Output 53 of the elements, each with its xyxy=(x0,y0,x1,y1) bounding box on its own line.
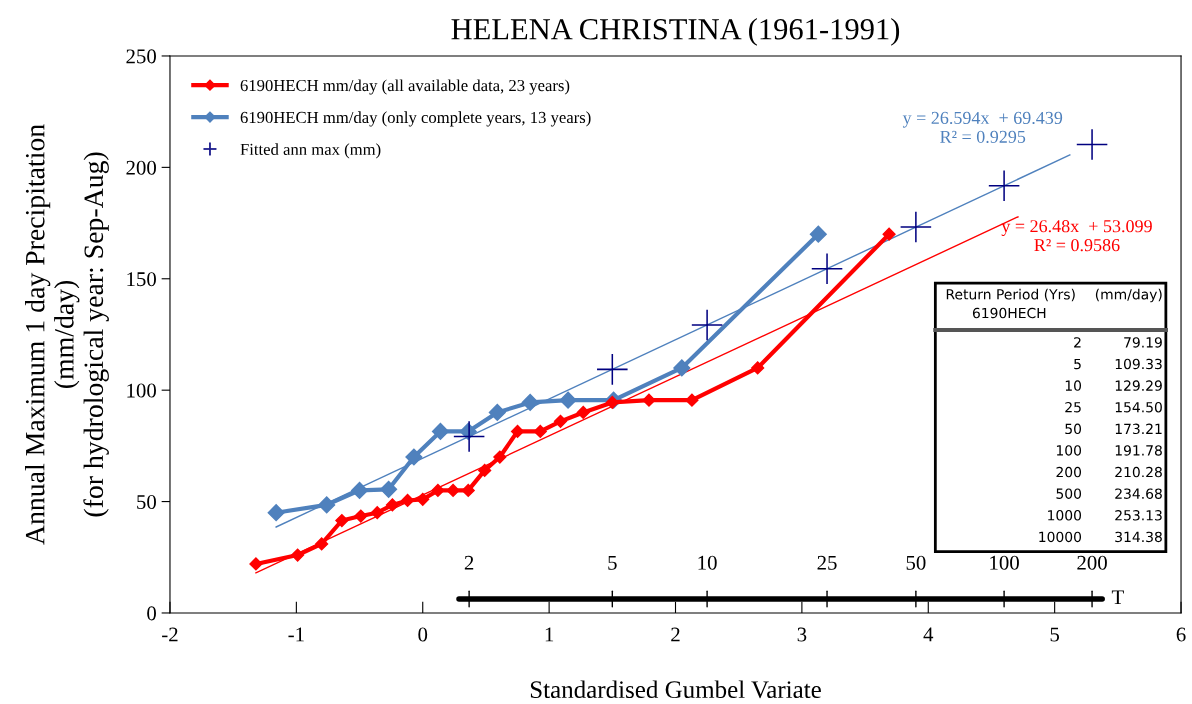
y-tick-label: 250 xyxy=(126,49,156,64)
y-tick-label: 50 xyxy=(137,494,156,510)
annotation: 200 xyxy=(1077,555,1107,570)
annotation: 253.13 xyxy=(1115,510,1162,521)
annotation: 314.38 xyxy=(1115,531,1162,543)
annotation: (mm/day) xyxy=(1095,288,1162,303)
annotation: Return Period (Yrs) 6190HECH xyxy=(946,288,1075,319)
x-tick-label: 4 xyxy=(923,627,934,642)
annotation: 5 xyxy=(608,555,617,570)
annotation: 2 xyxy=(464,555,474,570)
annotation: 50 xyxy=(906,555,926,570)
x-tick-label: 2 xyxy=(671,627,680,642)
x-tick-label: 5 xyxy=(1050,627,1060,642)
x-axis-title: Standardised Gumbel Variate xyxy=(530,680,821,699)
annotation: 154.50 xyxy=(1115,401,1162,413)
annotation: 191.78 xyxy=(1115,445,1162,456)
annotation: 10 xyxy=(698,555,717,570)
annotation: 210.28 xyxy=(1115,466,1162,478)
annotation: 25 xyxy=(817,555,837,570)
annotation: 50 xyxy=(1065,423,1082,435)
annotation: y = 26.594x + 69.439 R² = 0.9295 xyxy=(902,111,1063,143)
annotation: 10 xyxy=(1065,380,1082,391)
annotation: 109.33 xyxy=(1115,358,1162,370)
x-tick-label: 1 xyxy=(545,627,554,642)
legend-label: Fitted ann max (mm) xyxy=(240,143,381,159)
x-tick-label: 6 xyxy=(1176,627,1186,642)
x-tick-label: 0 xyxy=(418,627,428,642)
annotation: 173.21 xyxy=(1115,423,1162,435)
annotation: T xyxy=(1111,590,1124,605)
y-tick-label: 0 xyxy=(147,606,156,621)
annotation: 5 xyxy=(1074,358,1081,370)
annotation: 1000 xyxy=(1048,510,1082,521)
annotation: 25 xyxy=(1065,401,1081,413)
annotation: 100 xyxy=(1056,445,1082,456)
annotation: 234.68 xyxy=(1115,488,1162,499)
annotation: 79.19 xyxy=(1124,337,1162,348)
annotation: y = 26.48x + 53.099 R² = 0.9586 xyxy=(1001,220,1152,252)
chart-title: HELENA CHRISTINA (1961-1991) xyxy=(451,18,900,46)
y-tick-label: 200 xyxy=(126,160,156,175)
y-tick-label: 100 xyxy=(127,383,156,398)
annotation: 100 xyxy=(990,555,1019,570)
x-tick-label: -1 xyxy=(288,627,304,642)
y-axis-title: Annual Maximum 1 day Precipitation (mm/day) (for hydrological year: Sep-Aug) xyxy=(25,124,109,545)
annotation: 10000 xyxy=(1039,531,1082,543)
annotation: 500 xyxy=(1056,488,1082,499)
annotation: 129.29 xyxy=(1115,380,1162,391)
annotation: 2 xyxy=(1074,337,1081,348)
legend-label: 6190HECH mm/day (all available data, 23 years) xyxy=(240,79,570,95)
annotation: 200 xyxy=(1056,466,1082,478)
x-tick-label: 3 xyxy=(797,627,807,642)
y-tick-label: 150 xyxy=(127,272,156,287)
x-tick-label: -2 xyxy=(162,627,178,642)
legend-label: 6190HECH mm/day (only complete years, 13 years) xyxy=(240,111,591,127)
